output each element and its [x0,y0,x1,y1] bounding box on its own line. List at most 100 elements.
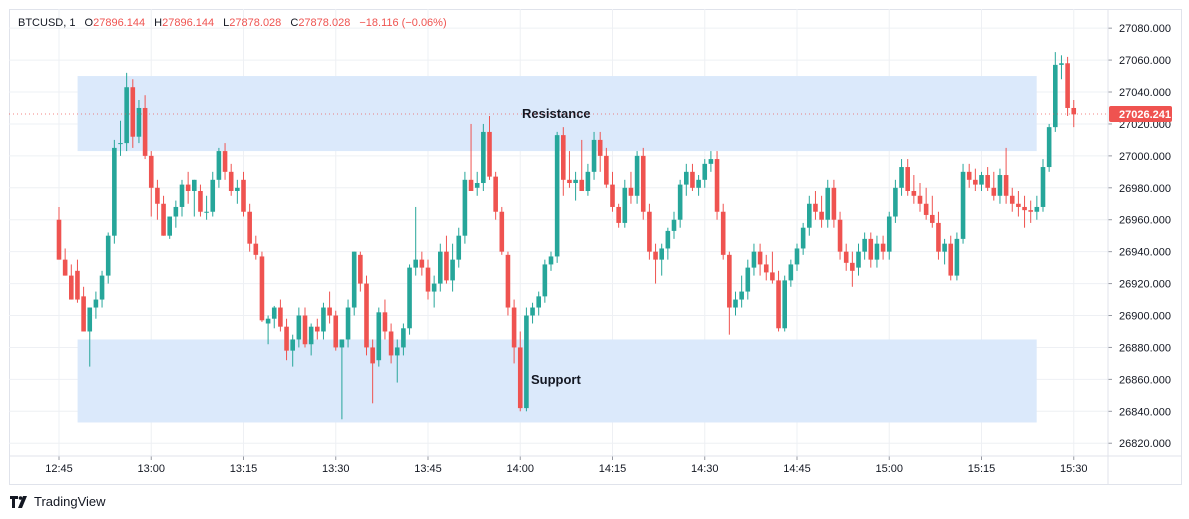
candle-up [665,227,671,260]
candle-body [960,171,966,239]
candle-body [179,184,185,207]
candle-down [911,175,917,204]
candle-body [610,184,615,207]
candle-body [942,243,947,252]
chart-frame [9,9,1182,485]
candle-body [462,179,468,236]
candle-body [843,251,849,263]
candle-body [468,179,474,191]
x-tick-label: 13:30 [322,463,350,475]
candle-body [727,254,732,308]
candle-body [807,203,812,228]
candle-down [511,299,517,364]
candle-body [265,318,271,324]
candle-down [763,254,769,281]
candle-body [493,176,498,212]
candle-body [554,135,560,257]
candle-down [714,151,720,220]
candle-down [813,190,818,220]
candle-down [222,143,228,180]
candle-body [296,315,302,340]
candle-up [204,195,209,220]
low-value: 27878.028 [229,17,282,29]
candle-body [450,259,455,281]
candle-down [776,270,781,332]
candle-body [973,179,978,185]
candle-down [468,123,474,191]
candle-up [745,259,751,300]
candle-up [1053,52,1058,132]
candle-body [173,206,179,217]
y-tick-label: 27040.000 [1119,87,1171,99]
candle-body [351,251,357,308]
candle-up [942,238,947,265]
candle-body [87,307,93,332]
candle-up [1040,159,1046,212]
candle-down [647,203,652,260]
candle-up [997,168,1003,204]
current-price-tag [1109,105,1172,122]
candle-down [499,206,505,255]
candle-body [868,238,874,260]
candle-down [253,235,259,260]
candle-body [364,283,369,348]
candle-up [173,200,179,228]
candle-body [696,179,701,188]
candle-body [763,264,769,273]
candle-body [278,307,283,327]
x-tick-label: 15:00 [875,463,903,475]
candle-body [388,331,394,356]
candle-down [690,163,695,191]
candle-up [573,171,578,201]
candle-body [69,275,74,300]
candle-body [561,135,566,180]
candle-body [290,339,295,351]
candle-up [886,211,892,260]
y-tick-label: 26880.000 [1119,342,1171,354]
candle-up [351,251,357,316]
candle-up [954,232,960,281]
candle-down [1003,147,1009,204]
candle-down [185,171,191,204]
candle-up [321,302,326,340]
candle-down [241,171,246,217]
candle-up [112,139,117,244]
candle-body [684,171,689,185]
candle-body [210,179,216,212]
candle-body [911,190,917,196]
candle-body [1016,203,1021,207]
candle-body [745,267,751,292]
candle-up [585,163,591,196]
candle-up [591,131,597,180]
candle-down [567,151,572,188]
candle-body [192,179,197,191]
candle-up [290,334,295,367]
candle-body [585,171,591,191]
candle-body [702,163,708,180]
candle-down [69,264,74,300]
candle-down [831,179,837,228]
candle-down [517,331,523,412]
candle-body [948,243,954,276]
candle-down [936,211,941,260]
candle-body [438,251,443,284]
candle-down [653,243,658,284]
candle-up [216,147,222,188]
candle-body [425,267,431,292]
candle-body [524,315,529,409]
candle-body [394,347,400,356]
candle-body [259,256,265,321]
tradingview-brand[interactable]: TradingView [10,494,106,509]
candle-body [431,283,437,292]
candle-down [302,307,308,348]
candle-down [425,259,431,300]
candle-up [1059,55,1064,80]
candle-body [930,214,935,223]
candle-down [604,147,609,188]
candle-body [653,251,658,260]
candle-up [782,275,787,332]
candle-up [862,232,867,260]
candle-up [671,211,677,239]
candle-body [893,187,898,217]
